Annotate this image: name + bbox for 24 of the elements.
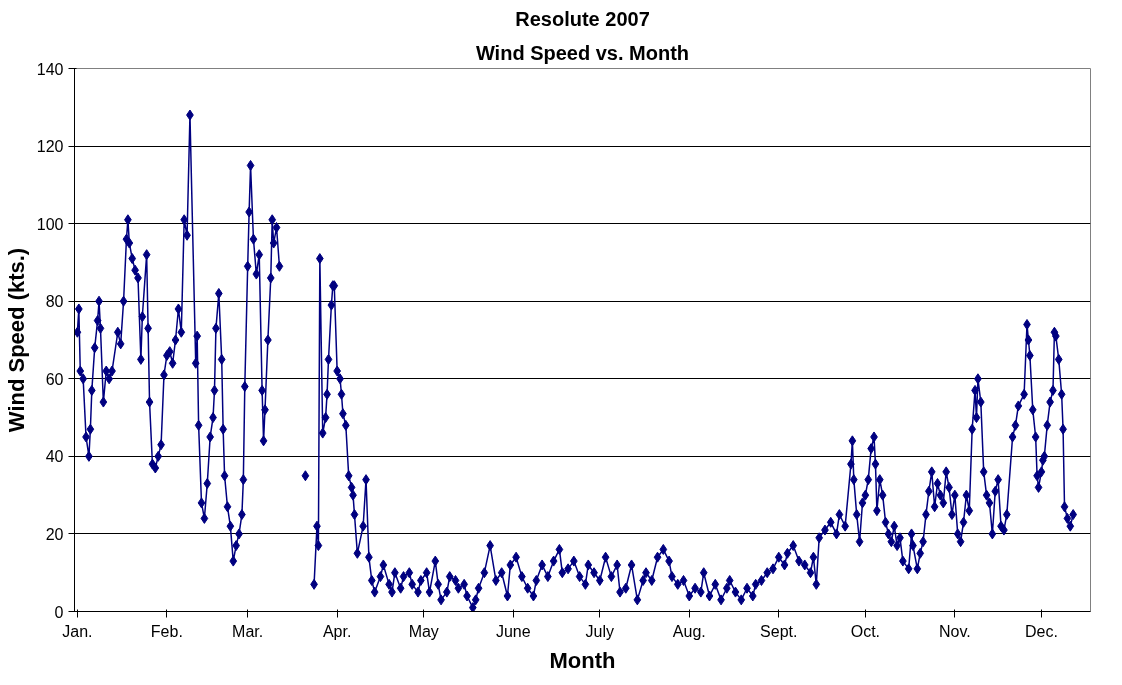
y-tick-label: 60 [45,370,64,388]
y-tick-label: 20 [45,525,64,543]
x-tick-label: Aug. [672,622,706,640]
y-tick-label: 0 [54,603,64,621]
chart-subtitle: Wind Speed vs. Month [475,41,690,64]
x-axis-title: Month [549,647,616,673]
x-tick-label: June [495,622,531,640]
x-tick-label: Feb. [150,622,183,640]
x-tick-label: Jan. [62,622,93,640]
x-tick-label: Mar. [232,622,264,640]
y-tick-label: 120 [36,138,64,156]
y-tick-label: 40 [45,448,64,466]
chart-title: Resolute 2007 [515,7,650,30]
x-tick-label: July [585,622,615,640]
x-tick-label: Oct. [850,622,881,640]
x-tick-label: May [408,622,439,640]
x-tick-label: Sept. [760,622,798,640]
x-tick-label: Nov. [938,622,971,640]
y-tick-label: 80 [45,293,64,311]
y-axis-title: Wind Speed (kts.) [3,247,29,433]
y-tick-label: 140 [36,60,64,78]
x-tick-label: Dec. [1024,622,1058,640]
y-tick-label: 100 [36,215,64,233]
x-tick-label: Apr. [322,622,352,640]
